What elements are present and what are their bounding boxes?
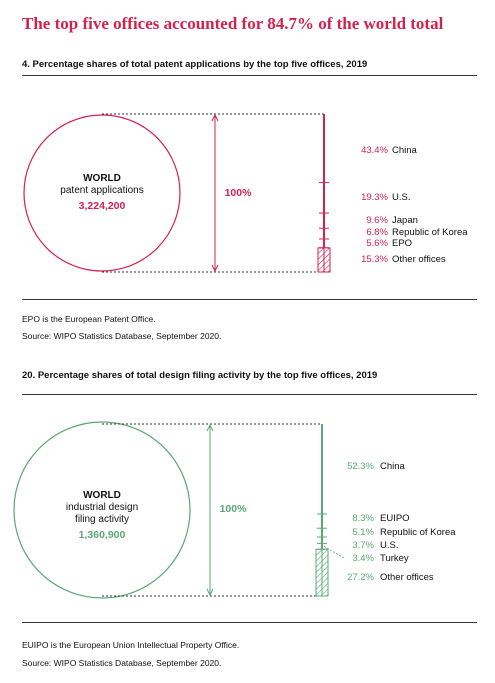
source-designs: Source: WIPO Statistics Database, Septem…: [22, 658, 222, 668]
total-arrow-head-top: [211, 113, 219, 122]
world-label: WORLD: [83, 490, 121, 501]
segment-value-label: 6.8%: [366, 227, 388, 238]
segment-value-label: 19.3%: [361, 192, 388, 203]
bar-segment: [323, 213, 325, 229]
headline: The top five offices accounted for 84.7%…: [22, 14, 444, 33]
segment-value-label: 5.1%: [352, 527, 374, 538]
segment-name-label: China: [392, 145, 418, 156]
world-circle: [13, 421, 191, 599]
divider: [22, 622, 477, 623]
segment-value-label: 27.2%: [347, 572, 374, 583]
segment-value-label: 9.6%: [366, 215, 388, 226]
divider: [22, 299, 477, 300]
segment-value-label: 3.7%: [352, 540, 374, 551]
segment-name-label: Republic of Korea: [380, 527, 456, 538]
segment-name-label: Japan: [392, 215, 418, 226]
bar-segment: [323, 228, 325, 239]
total-arrow-head-top: [206, 423, 214, 432]
segment-name-label: Turkey: [380, 553, 409, 564]
bar-segment-other: [315, 548, 329, 597]
segment-name-label: U.S.: [392, 192, 410, 203]
segment-value-label: 43.4%: [361, 145, 388, 156]
segment-name-label: Other offices: [392, 254, 446, 265]
divider: [22, 394, 477, 395]
note-designs: EUIPO is the European Union Intellectual…: [22, 640, 240, 650]
segment-name-label: EPO: [392, 238, 412, 249]
segment-name-label: Republic of Korea: [392, 227, 468, 238]
segment-value-label: 8.3%: [352, 513, 374, 524]
bar-segment: [323, 114, 325, 183]
total-arrow-head-bottom: [206, 588, 214, 597]
segment-name-label: EUIPO: [380, 513, 410, 524]
bar-segment: [321, 424, 323, 514]
world-description: filing activity: [75, 514, 129, 525]
world-total-value: 3,224,200: [79, 200, 126, 212]
bar-segment: [321, 537, 323, 544]
chart-title-patents: 4. Percentage shares of total patent app…: [22, 59, 368, 70]
source-patents: Source: WIPO Statistics Database, Septem…: [22, 331, 222, 341]
segment-leader: [323, 545, 345, 559]
world-total-value: 1,360,900: [79, 529, 126, 541]
segment-value-label: 5.6%: [366, 238, 388, 249]
world-circle: [23, 114, 181, 272]
bar-segment: [323, 182, 325, 214]
world-label: WORLD: [83, 173, 121, 184]
world-description: patent applications: [60, 185, 143, 196]
chart-title-designs: 20. Percentage shares of total design fi…: [22, 370, 378, 381]
segment-name-label: China: [380, 461, 406, 472]
total-arrow-head-bottom: [211, 264, 219, 273]
total-percent-label: 100%: [220, 503, 248, 515]
note-patents: EPO is the European Patent Office.: [22, 314, 156, 324]
bar-segment: [323, 238, 325, 248]
segment-name-label: U.S.: [380, 540, 398, 551]
segment-value-label: 3.4%: [352, 553, 374, 564]
total-percent-label: 100%: [225, 187, 253, 199]
world-description: industrial design: [66, 502, 138, 513]
bar-segment: [321, 513, 323, 529]
segment-value-label: 15.3%: [361, 254, 388, 265]
segment-value-label: 52.3%: [347, 461, 374, 472]
segment-name-label: Other offices: [380, 572, 434, 583]
bar-segment: [321, 528, 323, 538]
bar-segment: [321, 543, 323, 550]
divider: [22, 75, 477, 76]
